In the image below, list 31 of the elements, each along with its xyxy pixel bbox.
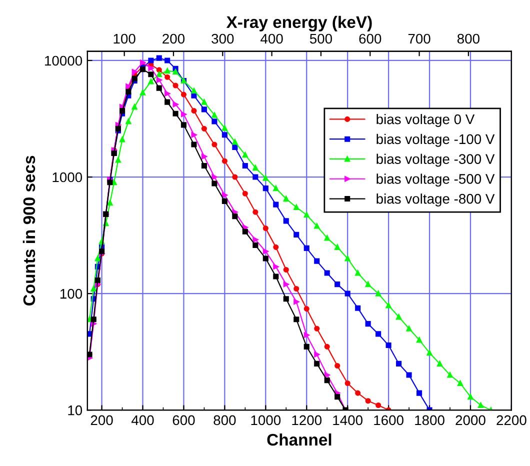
x2-tick-label: 600 xyxy=(359,34,382,44)
x-tick-label: 400 xyxy=(131,415,154,426)
x2-tick-label: 700 xyxy=(408,34,430,44)
legend-label: bias voltage -300 V xyxy=(376,154,495,167)
legend-label: bias voltage 0 V xyxy=(376,114,475,127)
y-tick-label: 100 xyxy=(60,288,82,299)
x-tick-label: 200 xyxy=(90,415,113,426)
x2-tick-label: 200 xyxy=(162,34,185,44)
legend-label: bias voltage -100 V xyxy=(376,134,495,147)
x2-tick-label: 300 xyxy=(212,34,234,44)
y-tick-label: 10000 xyxy=(45,56,82,66)
x-tick-label: 800 xyxy=(214,415,236,426)
x-tick-label: 600 xyxy=(172,415,195,426)
x2-tick-label: 800 xyxy=(457,34,480,44)
x-axis-title: Channel xyxy=(267,433,332,446)
legend-label: bias voltage -500 V xyxy=(376,174,495,187)
x2-tick-label: 500 xyxy=(310,34,332,44)
y-axis-title: Counts in 900 secs xyxy=(22,156,36,306)
x-tick-label: 1800 xyxy=(415,415,444,426)
legend-label: bias voltage -800 V xyxy=(376,194,495,207)
x-tick-label: 2200 xyxy=(496,415,526,426)
x-tick-label: 1600 xyxy=(374,415,404,426)
x-tick-label: 1400 xyxy=(333,415,362,426)
x2-axis-title: X-ray energy (keV) xyxy=(226,16,372,32)
x-tick-label: 2000 xyxy=(456,415,486,426)
x-tick-label: 1200 xyxy=(292,415,322,426)
y-tick-label: 10 xyxy=(68,405,82,416)
x2-tick-label: 400 xyxy=(260,34,283,44)
x-tick-label: 1000 xyxy=(251,415,281,426)
x2-tick-label: 100 xyxy=(114,34,136,44)
y-tick-label: 1000 xyxy=(52,172,82,182)
